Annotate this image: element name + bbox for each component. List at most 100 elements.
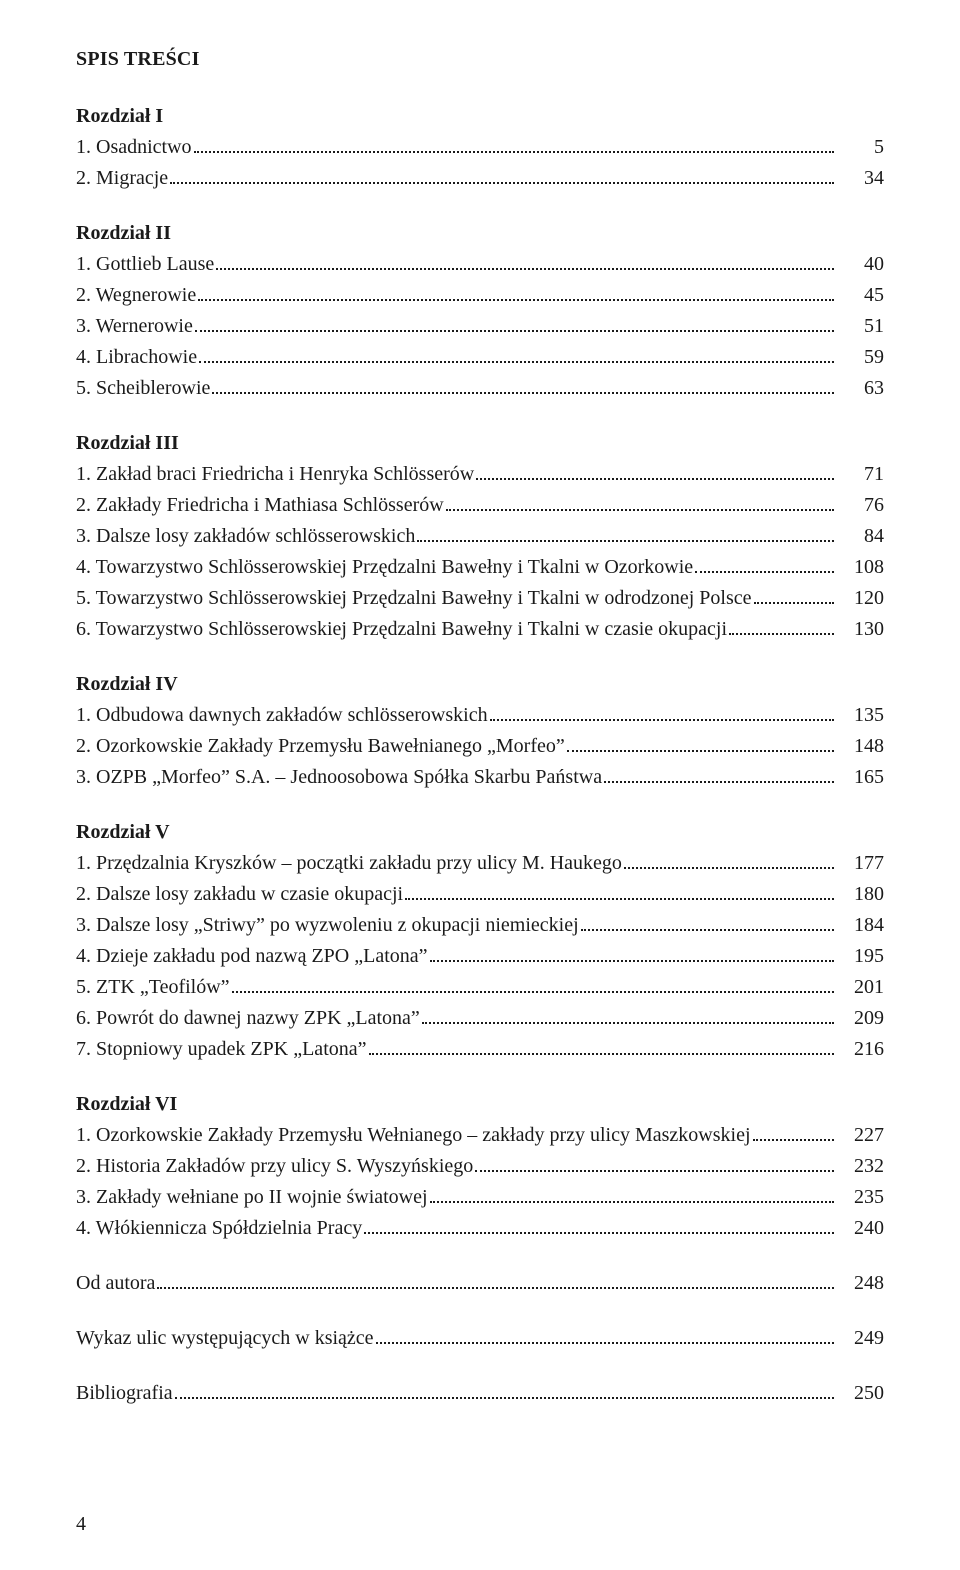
chapter-heading: Rozdział III <box>76 428 884 459</box>
toc-entry-page: 180 <box>838 879 884 910</box>
toc-entry-label: 1. Zakład braci Friedricha i Henryka Sch… <box>76 459 474 490</box>
toc-leader <box>422 1022 834 1024</box>
toc-entry: 5. Scheiblerowie63 <box>76 373 884 404</box>
toc-leader <box>194 151 834 153</box>
toc-entry-page: 59 <box>838 342 884 373</box>
chapter-heading: Rozdział V <box>76 817 884 848</box>
toc-entry: 1. Osadnictwo5 <box>76 132 884 163</box>
toc-entry: 3. Dalsze losy zakładów schlösserowskich… <box>76 521 884 552</box>
toc-entry-label: 2. Zakłady Friedricha i Mathiasa Schlöss… <box>76 490 444 521</box>
toc-entry-page: 108 <box>838 552 884 583</box>
toc-leader <box>695 571 834 573</box>
toc-entry-page: 34 <box>838 163 884 194</box>
toc-entry-label: 1. Przędzalnia Kryszków – początki zakła… <box>76 848 622 879</box>
toc-entry-label: 4. Dzieje zakładu pod nazwą ZPO „Latona” <box>76 941 428 972</box>
toc-entry-label: 2. Wegnerowie <box>76 280 196 311</box>
toc-leader <box>754 602 834 604</box>
toc-entry-label: 3. OZPB „Morfeo” S.A. – Jednoosobowa Spó… <box>76 762 602 793</box>
toc-entry-page: 63 <box>838 373 884 404</box>
toc-entry: 3. Dalsze losy „Striwy” po wyzwoleniu z … <box>76 910 884 941</box>
toc-entry: 5. ZTK „Teofilów” 201 <box>76 972 884 1003</box>
toc-leader <box>195 330 834 332</box>
toc-entry-label: 2. Migracje <box>76 163 168 194</box>
toc-leader <box>198 299 834 301</box>
toc-leader <box>446 509 834 511</box>
toc-leader <box>624 867 834 869</box>
toc-entry-label: 1. Gottlieb Lause <box>76 249 214 280</box>
toc-entry: 6. Powrót do dawnej nazwy ZPK „Latona” 20… <box>76 1003 884 1034</box>
toc-entry-page: 209 <box>838 1003 884 1034</box>
toc-entry-page: 235 <box>838 1182 884 1213</box>
toc-entry: 2. Ozorkowskie Zakłady Przemysłu Bawełni… <box>76 731 884 762</box>
toc-entry-label: 5. Towarzystwo Schlösserowskiej Przędzal… <box>76 583 752 614</box>
toc-entry: 2. Zakłady Friedricha i Mathiasa Schlöss… <box>76 490 884 521</box>
toc-entry-page: 165 <box>838 762 884 793</box>
toc-leader <box>581 929 834 931</box>
toc-entry-page: 249 <box>838 1323 884 1354</box>
toc-entry-label: 6. Powrót do dawnej nazwy ZPK „Latona” <box>76 1003 420 1034</box>
toc-leader <box>417 540 834 542</box>
toc-entry-page: 195 <box>838 941 884 972</box>
spacer <box>76 1354 884 1378</box>
toc-entry: 7. Stopniowy upadek ZPK „Latona”216 <box>76 1034 884 1065</box>
toc-entry-page: 84 <box>838 521 884 552</box>
toc-entry-label: 5. ZTK „Teofilów” <box>76 972 230 1003</box>
chapter-heading: Rozdział VI <box>76 1089 884 1120</box>
toc-entry-label: 3. Dalsze losy „Striwy” po wyzwoleniu z … <box>76 910 579 941</box>
toc-entry-label: 4. Towarzystwo Schlösserowskiej Przędzal… <box>76 552 693 583</box>
toc-entry: 1. Ozorkowskie Zakłady Przemysłu Wełnian… <box>76 1120 884 1151</box>
toc-leader <box>216 268 834 270</box>
toc-entry: 6. Towarzystwo Schlösserowskiej Przędzal… <box>76 614 884 645</box>
toc-entry: 1. Zakład braci Friedricha i Henryka Sch… <box>76 459 884 490</box>
toc-entry: 1. Gottlieb Lause40 <box>76 249 884 280</box>
toc-entry: 2. Wegnerowie45 <box>76 280 884 311</box>
toc-leader <box>157 1287 834 1289</box>
toc-entry-label: 2. Ozorkowskie Zakłady Przemysłu Bawełni… <box>76 731 565 762</box>
toc-entry-page: 232 <box>838 1151 884 1182</box>
toc-entry: 4. Włókiennicza Spółdzielnia Pracy 240 <box>76 1213 884 1244</box>
toc-leader <box>490 719 834 721</box>
toc-entry-label: 2. Historia Zakładów przy ulicy S. Wyszy… <box>76 1151 473 1182</box>
toc-entry: 1. Przędzalnia Kryszków – początki zakła… <box>76 848 884 879</box>
toc-entry: 3. Zakłady wełniane po II wojnie światow… <box>76 1182 884 1213</box>
toc-entry-page: 250 <box>838 1378 884 1409</box>
toc-entry-label: Bibliografia <box>76 1378 173 1409</box>
toc-leader <box>364 1232 834 1234</box>
toc-leader <box>729 633 834 635</box>
toc-entry: 5. Towarzystwo Schlösserowskiej Przędzal… <box>76 583 884 614</box>
toc-leader <box>212 392 834 394</box>
toc-entry: 4. Dzieje zakładu pod nazwą ZPO „Latona”… <box>76 941 884 972</box>
toc-leader <box>175 1397 834 1399</box>
toc-entry-page: 248 <box>838 1268 884 1299</box>
toc-leader <box>376 1342 834 1344</box>
toc-entry-label: 4. Librachowie <box>76 342 197 373</box>
toc-leader <box>475 1170 834 1172</box>
toc-leader <box>604 781 834 783</box>
toc-entry: 4. Librachowie 59 <box>76 342 884 373</box>
toc-entry-page: 177 <box>838 848 884 879</box>
toc-entry-label: 3. Wernerowie <box>76 311 193 342</box>
toc-entry-page: 240 <box>838 1213 884 1244</box>
toc-leader <box>430 1201 834 1203</box>
toc-entry-label: 1. Odbudowa dawnych zakładów schlösserow… <box>76 700 488 731</box>
spacer <box>76 1244 884 1268</box>
page-number: 4 <box>76 1509 884 1540</box>
toc-entry: Bibliografia 250 <box>76 1378 884 1409</box>
toc-entry-label: 4. Włókiennicza Spółdzielnia Pracy <box>76 1213 362 1244</box>
toc-entry-label: 2. Dalsze losy zakładu w czasie okupacji <box>76 879 403 910</box>
toc-entry-label: Od autora <box>76 1268 155 1299</box>
toc-leader <box>753 1139 834 1141</box>
toc-entry-label: 1. Osadnictwo <box>76 132 192 163</box>
toc-entry: 2. Dalsze losy zakładu w czasie okupacji… <box>76 879 884 910</box>
toc-entry-page: 201 <box>838 972 884 1003</box>
toc-leader <box>405 898 834 900</box>
toc-entry-label: Wykaz ulic występujących w książce <box>76 1323 374 1354</box>
toc-entry-page: 71 <box>838 459 884 490</box>
toc-entry-page: 130 <box>838 614 884 645</box>
toc-leader <box>199 361 834 363</box>
toc-entry-page: 216 <box>838 1034 884 1065</box>
toc-entry: Od autora 248 <box>76 1268 884 1299</box>
toc-entry-page: 135 <box>838 700 884 731</box>
toc-leader <box>567 750 834 752</box>
toc-leader <box>232 991 834 993</box>
